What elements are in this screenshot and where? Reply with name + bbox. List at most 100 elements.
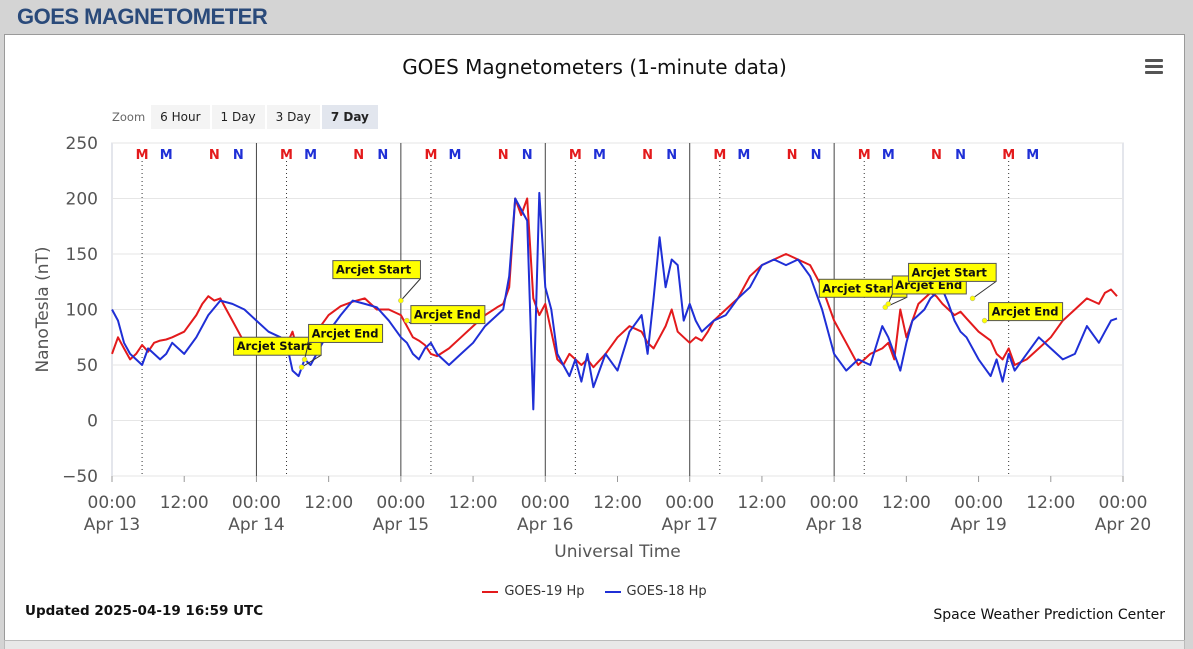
annotation-point: [969, 295, 976, 302]
annotation-connector: [400, 278, 421, 301]
annotation-box: [410, 305, 486, 325]
x-tick-label: 00:00: [376, 493, 425, 513]
page-title: GOES MAGNETOMETER: [17, 4, 268, 29]
x-tick-label: 12:00: [882, 493, 931, 513]
annotation-box: [908, 262, 997, 282]
annotation-label: Arcjet End: [312, 326, 379, 340]
x-tick-label: 12:00: [1026, 493, 1075, 513]
noon-marker-label: M: [160, 148, 173, 163]
annotation-connector: [301, 354, 322, 368]
annotation-box: [233, 336, 322, 356]
zoom-selector: Zoom 6 Hour 1 Day 3 Day 7 Day: [112, 105, 380, 129]
legend-swatch-goes19: [482, 590, 499, 593]
x-tick-label: 00:00: [810, 493, 859, 513]
noon-marker-label: N: [498, 148, 509, 163]
hamburger-menu-icon[interactable]: [1145, 59, 1163, 75]
x-tick-label: 00:00: [521, 493, 570, 513]
annotation-label: Arcjet Start: [822, 281, 898, 295]
y-tick-label: −50: [62, 467, 98, 487]
noon-marker-label: M: [449, 148, 462, 163]
legend-swatch-goes18: [604, 590, 621, 593]
chart-panel: GOES Magnetometers (1-minute data) Zoom …: [4, 34, 1185, 642]
x-tick-label: 00:00: [665, 493, 714, 513]
legend-item-goes19[interactable]: GOES-19 Hp: [482, 584, 585, 599]
noon-marker-label: M: [593, 148, 606, 163]
annotation-box: [332, 260, 421, 280]
annotation-connector: [972, 280, 997, 299]
noon-marker-label: M: [882, 148, 895, 163]
zoom-3-day-button[interactable]: 3 Day: [266, 105, 320, 129]
noon-marker-label: N: [811, 148, 822, 163]
y-axis-title: NanoTesla (nT): [33, 246, 53, 372]
noon-marker-label: N: [233, 148, 244, 163]
zoom-6-hour-button[interactable]: 6 Hour: [151, 105, 210, 129]
annotation-point: [885, 301, 892, 307]
x-axis-title: Universal Time: [554, 542, 680, 562]
zoom-label: Zoom: [112, 110, 146, 124]
updated-timestamp: Updated 2025-04-19 16:59 UTC: [25, 603, 264, 619]
noon-marker-label: M: [569, 148, 582, 163]
annotation-box: [988, 302, 1064, 322]
x-tick-label: 12:00: [160, 493, 209, 513]
noon-marker-label: M: [304, 148, 317, 163]
noon-marker-label: M: [1002, 148, 1015, 163]
x-tick-date-label: Apr 14: [228, 515, 284, 535]
noon-marker-label: N: [209, 148, 220, 163]
page-header: GOES MAGNETOMETER: [0, 0, 1193, 34]
x-tick-label: 00:00: [954, 493, 1003, 513]
x-tick-date-label: Apr 16: [517, 515, 573, 535]
x-tick-date-label: Apr 20: [1095, 515, 1151, 535]
annotation-label: Arcjet Start: [336, 263, 412, 277]
noon-marker-label: N: [931, 148, 942, 163]
annotation-label: Arcjet End: [992, 305, 1059, 319]
annotation-label: Arcjet Start: [237, 339, 313, 353]
x-tick-label: 12:00: [449, 493, 498, 513]
annotation-point: [301, 356, 308, 363]
annotation-point: [298, 364, 305, 370]
x-tick-date-label: Apr 13: [84, 515, 140, 535]
annotation-box: [308, 323, 384, 343]
annotation-point: [398, 297, 404, 304]
y-tick-label: 200: [66, 190, 98, 210]
noon-marker-label: N: [377, 148, 388, 163]
credit-text: Space Weather Prediction Center: [933, 607, 1165, 623]
zoom-1-day-button[interactable]: 1 Day: [211, 105, 265, 129]
annotation-label: Arcjet Start: [912, 265, 988, 279]
noon-marker-label: M: [424, 148, 437, 163]
y-tick-label: 250: [66, 134, 98, 154]
noon-marker-label: N: [522, 148, 533, 163]
x-tick-label: 00:00: [88, 493, 137, 513]
noon-marker-label: N: [666, 148, 677, 163]
noon-marker-label: N: [642, 148, 653, 163]
chart-title: GOES Magnetometers (1-minute data): [402, 55, 787, 79]
noon-marker-label: N: [353, 148, 364, 163]
annotation-point: [981, 317, 988, 324]
annotation-label: Arcjet End: [414, 308, 481, 322]
x-tick-label: 12:00: [304, 493, 353, 513]
noon-marker-label: M: [713, 148, 726, 163]
x-tick-date-label: Apr 18: [806, 515, 862, 535]
legend-label-goes19: GOES-19 Hp: [504, 584, 585, 599]
x-tick-date-label: Apr 15: [373, 515, 429, 535]
noon-marker-label: M: [136, 148, 149, 163]
chart-legend: GOES-19 Hp GOES-18 Hp: [5, 584, 1184, 599]
noon-marker-label: N: [787, 148, 798, 163]
y-tick-label: 0: [87, 412, 98, 432]
annotation-connector: [304, 342, 310, 360]
bottom-strip: [4, 640, 1185, 649]
noon-marker-label: M: [737, 148, 750, 163]
x-tick-date-label: Apr 19: [950, 515, 1006, 535]
y-tick-label: 100: [66, 301, 98, 321]
x-tick-label: 12:00: [737, 493, 786, 513]
x-tick-date-label: Apr 17: [661, 515, 717, 535]
zoom-7-day-button[interactable]: 7 Day: [321, 105, 378, 129]
noon-marker-label: M: [280, 148, 293, 163]
noon-marker-label: N: [955, 148, 966, 163]
noon-marker-label: M: [1026, 148, 1039, 163]
annotation-point: [404, 317, 410, 324]
legend-item-goes18[interactable]: GOES-18 Hp: [604, 584, 707, 599]
x-tick-label: 00:00: [232, 493, 281, 513]
x-tick-label: 00:00: [1099, 493, 1148, 513]
legend-label-goes18: GOES-18 Hp: [626, 584, 707, 599]
